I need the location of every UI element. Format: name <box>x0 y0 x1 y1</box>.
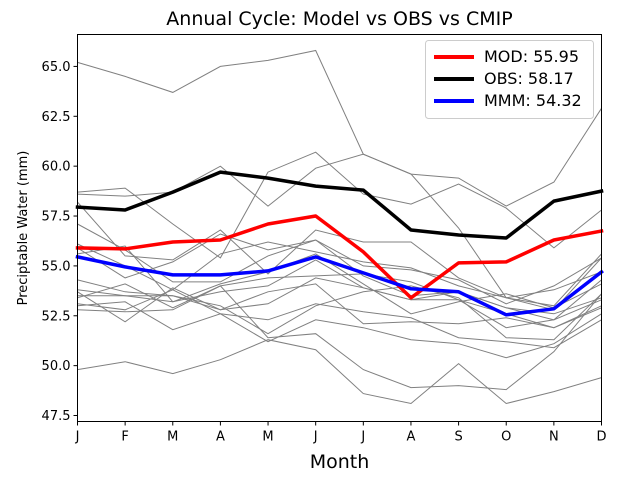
cmip-model-line <box>77 241 602 299</box>
legend-label-mod: MOD: 55.95 <box>484 47 579 66</box>
legend-label-mmm: MMM: 54.32 <box>484 91 582 110</box>
cmip-model-line <box>77 283 602 329</box>
cmip-model-line <box>77 339 602 405</box>
cmip-model-line <box>77 273 602 329</box>
cmip-model-line <box>77 223 602 321</box>
y-tick-label: 62.5 <box>42 110 71 125</box>
x-axis-label: Month <box>310 451 370 473</box>
x-tick-label: M <box>262 430 273 445</box>
cmip-model-line <box>77 277 602 315</box>
cmip-model-line <box>77 49 602 207</box>
x-tick-label: N <box>549 430 559 445</box>
y-tick-label: 55.0 <box>42 259 71 274</box>
cmip-model-lines <box>77 49 602 405</box>
x-tick-label: M <box>167 430 178 445</box>
x-tick-label: F <box>121 430 128 445</box>
x-tick-label: D <box>596 430 606 445</box>
y-axis-label: Preciptable Water (mm) <box>16 151 31 306</box>
y-tick-label: 65.0 <box>42 60 71 75</box>
x-tick-label: A <box>407 430 416 445</box>
cmip-model-line <box>77 289 602 349</box>
y-tick-label: 52.5 <box>42 309 71 324</box>
series-line-obs <box>75 170 604 240</box>
cmip-model-line <box>77 233 602 305</box>
cmip-model-line <box>77 245 602 315</box>
cmip-model-line <box>77 285 602 391</box>
x-tick-label: A <box>216 430 225 445</box>
series-line-mod <box>75 214 604 300</box>
x-tick-label: O <box>501 430 511 445</box>
x-tick-label: J <box>75 430 80 445</box>
plot-frame <box>77 34 602 422</box>
highlighted-series-lines <box>75 170 604 317</box>
x-tick-label: J <box>313 430 318 445</box>
chart-title: Annual Cycle: Model vs OBS vs CMIP <box>166 8 512 30</box>
cmip-model-line <box>77 153 602 311</box>
cmip-model-line <box>77 285 602 341</box>
y-axis: 47.5 50.0 52.5 55.0 57.5 60.0 62.5 65.0 <box>42 60 78 424</box>
x-tick-label: S <box>454 430 462 445</box>
x-tick-label: J <box>360 430 365 445</box>
series-line-mmm <box>75 254 604 317</box>
y-tick-label: 47.5 <box>42 409 71 424</box>
cmip-model-line <box>77 301 602 359</box>
cmip-model-line <box>77 151 602 259</box>
y-tick-label: 50.0 <box>42 359 71 374</box>
legend: MOD: 55.95 OBS: 58.17 MMM: 54.32 <box>425 40 594 119</box>
legend-label-obs: OBS: 58.17 <box>484 69 574 88</box>
cmip-model-line <box>77 259 602 329</box>
y-tick-label: 60.0 <box>42 160 71 175</box>
y-tick-label: 57.5 <box>42 210 71 225</box>
